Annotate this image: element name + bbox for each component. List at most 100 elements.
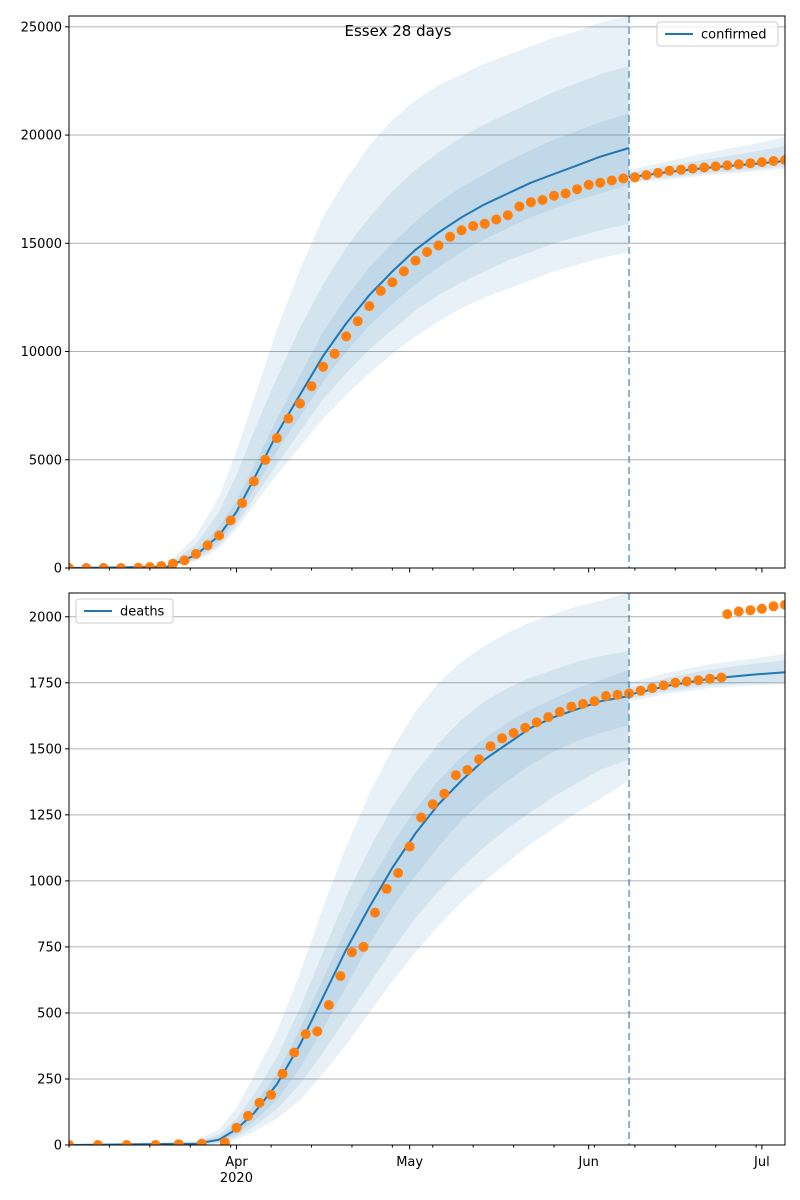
observed-point [745, 605, 756, 616]
observed-point [191, 548, 201, 559]
observed-point [560, 188, 571, 199]
observed-point [69, 563, 74, 568]
observed-point [318, 361, 329, 372]
observed-point [300, 1029, 311, 1040]
legend-label: deaths [120, 605, 165, 620]
observed-point [653, 167, 663, 178]
observed-point [699, 162, 710, 173]
observed-point [664, 165, 675, 176]
observed-point [733, 159, 744, 170]
observed-point [381, 883, 392, 894]
y-tick-label: 5000 [29, 453, 62, 468]
observed-point [676, 164, 687, 175]
observed-point [733, 606, 744, 617]
chart-title: Essex 28 days [345, 22, 452, 40]
observed-point [554, 706, 565, 717]
observed-point [756, 603, 767, 614]
x-tick-label: Apr [225, 1155, 248, 1170]
y-tick-label: 10000 [21, 345, 62, 360]
observed-point [254, 1097, 265, 1108]
legend: deaths [75, 598, 174, 624]
y-tick-label: 1250 [29, 808, 62, 823]
x-tick-label: May [396, 1155, 423, 1170]
observed-point [681, 676, 692, 687]
legend: confirmed [656, 21, 779, 47]
observed-point [722, 609, 733, 620]
observed-point [387, 277, 398, 288]
observed-point [92, 1140, 103, 1145]
observed-point [179, 555, 190, 566]
observed-point [629, 172, 640, 183]
observed-point [416, 812, 427, 823]
observed-point [133, 562, 144, 568]
axes-frame [68, 592, 786, 1146]
observed-point [520, 722, 531, 733]
observed-point [549, 190, 559, 201]
observed-point [687, 163, 698, 174]
observed-point [410, 255, 421, 266]
observed-point [635, 685, 646, 696]
observed-point [427, 799, 438, 810]
observed-point [497, 733, 508, 744]
y-tick-label: 1750 [29, 676, 62, 691]
observed-point [121, 1140, 132, 1145]
observed-point [243, 1110, 253, 1121]
observed-point [445, 231, 456, 242]
observed-point [474, 754, 484, 765]
y-tick-label: 20000 [21, 129, 62, 144]
uncertainty-band [69, 16, 630, 568]
legend-box [656, 21, 779, 47]
y-tick-label: 500 [37, 1006, 62, 1021]
observed-point [641, 170, 652, 181]
observed-point [745, 158, 756, 169]
observed-point [167, 558, 178, 568]
observed-point [69, 1140, 74, 1145]
observed-point [537, 195, 548, 205]
observed-point [647, 683, 658, 694]
observed-point [375, 285, 386, 296]
observed-point [612, 689, 623, 700]
observed-point [266, 1089, 277, 1100]
observed-point [323, 1000, 334, 1010]
observed-point [502, 210, 513, 221]
uncertainty-band [69, 669, 630, 1145]
confirmed-panel: 0 5000 10000 15000 20000 25000 confirmed [21, 15, 786, 577]
observed-point [768, 601, 779, 612]
observed-point [456, 225, 467, 236]
observed-point [422, 247, 432, 257]
observed-point [595, 177, 606, 188]
observed-point [716, 672, 727, 683]
observed-point [404, 841, 415, 852]
observed-point [346, 947, 357, 958]
observed-point [566, 701, 577, 712]
observed-point [572, 184, 583, 195]
y-tick-label: 15000 [21, 237, 62, 252]
observed-point [658, 680, 669, 691]
observed-point [439, 788, 450, 799]
observed-point [277, 1068, 288, 1079]
observed-point [306, 381, 317, 392]
legend-box [75, 598, 174, 624]
observed-point [295, 398, 305, 409]
axes-frame [68, 15, 786, 569]
observed-point [370, 907, 380, 918]
y-tick-label: 250 [37, 1072, 62, 1087]
observed-point [364, 301, 375, 312]
y-tick-label: 750 [37, 940, 62, 955]
observed-point [693, 675, 704, 686]
observed-point [710, 161, 721, 172]
plot-area [69, 593, 785, 1145]
observed-point [780, 599, 785, 610]
observed-point [462, 765, 473, 775]
observed-point [618, 173, 629, 184]
observed-point [225, 515, 236, 526]
uncertainty-band [69, 65, 630, 568]
observed-point [722, 160, 733, 171]
observed-point [289, 1047, 300, 1058]
observed-point [248, 476, 259, 487]
observed-point [219, 1137, 230, 1145]
observed-point [283, 413, 294, 424]
x-year-label: 2020 [220, 1171, 253, 1186]
